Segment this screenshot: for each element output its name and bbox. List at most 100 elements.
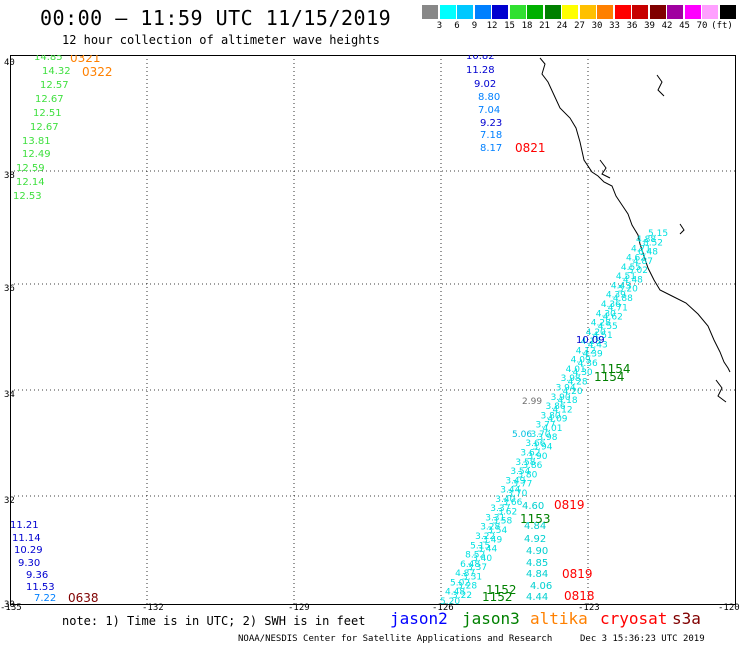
wave-height-label: 8.17 xyxy=(480,143,502,154)
wave-height-label: 9.36 xyxy=(26,570,48,581)
wave-height-label: 8.52 xyxy=(643,238,663,248)
legend-swatch xyxy=(422,5,438,19)
wave-height-label: 3.94 xyxy=(556,384,576,394)
wave-height-label: 3.70 xyxy=(530,430,550,440)
satellite-label-s3a: s3a xyxy=(672,609,701,628)
credit-line: NOAA/NESDIS Center for Satellite Applica… xyxy=(238,634,553,644)
wave-height-label: 3.44 xyxy=(477,545,497,555)
wave-height-label: 4.28 xyxy=(568,378,588,388)
wave-height-label: 4.36 xyxy=(601,300,621,310)
wave-height-label: 4.06 xyxy=(530,581,552,592)
legend-swatch xyxy=(457,5,473,19)
wave-height-label: 3.22 xyxy=(452,591,472,601)
wave-height-label: 3.49 xyxy=(505,476,525,486)
lon-tick-label: -132 xyxy=(142,603,164,613)
lat-tick-label: 34 xyxy=(4,390,15,400)
wave-height-label: 5.02 xyxy=(628,266,648,276)
wave-height-label: 3.86 xyxy=(522,461,542,471)
lon-tick-label: -135 xyxy=(0,603,22,613)
legend-swatch xyxy=(439,5,456,19)
wave-height-label: 4.09 xyxy=(571,356,591,366)
wave-height-label: 3.77 xyxy=(512,480,532,490)
wave-height-label: 4.48 xyxy=(623,275,643,285)
legend-swatch xyxy=(509,5,526,19)
altimeter-map: 14.85 14.32 12.57 12.67 12.51 12.67 13.81 12.49… xyxy=(10,55,736,605)
wave-height-label: 4.84 xyxy=(524,521,546,532)
wave-height-label: 3.58 xyxy=(515,458,535,468)
wave-height-label: 3.90 xyxy=(551,393,571,403)
satellite-label-altika: altika xyxy=(530,609,588,628)
wave-height-label: 3.40 xyxy=(472,554,492,564)
chart-title: 00:00 – 11:59 UTC 11/15/2019 xyxy=(40,6,392,30)
wave-height-label: 3.31 xyxy=(485,513,505,523)
wave-height-label: 4.55 xyxy=(621,263,641,273)
legend-tick-label: 24 xyxy=(556,21,568,31)
wave-height-label: 3.54 xyxy=(487,526,507,536)
wave-height-label: 3.62 xyxy=(520,448,540,458)
wave-height-label: 3.90 xyxy=(527,452,547,462)
wave-height-label: 7.22 xyxy=(34,593,56,604)
wave-height-label: 5.20 xyxy=(618,285,638,295)
wave-height-label: 9.30 xyxy=(18,558,40,569)
legend-tick-label: 27 xyxy=(574,21,585,31)
legend-swatch xyxy=(579,5,596,19)
satellite-label-cryosat: cryosat xyxy=(600,609,668,628)
wave-height-label: 13.81 xyxy=(22,136,51,147)
wave-height-label: 3.58 xyxy=(492,517,512,527)
bay-outline xyxy=(599,159,611,179)
wave-height-label: 5.06 xyxy=(512,430,532,440)
pass-time-label: 0819 xyxy=(554,498,585,512)
wave-height-label: 4.88 xyxy=(613,294,633,304)
legend-swatch xyxy=(614,5,631,19)
pass-time-label: 0818 xyxy=(564,589,595,603)
wave-height-label: 12.59 xyxy=(16,163,45,174)
legend-tick-label: 21 xyxy=(539,21,550,31)
map-frame xyxy=(10,55,736,605)
wave-height-label: 3.70 xyxy=(507,489,527,499)
wave-height-label: 2.99 xyxy=(522,397,542,407)
wave-height-label: 12.57 xyxy=(40,80,69,91)
wave-height-label: 10.09 xyxy=(576,335,605,346)
legend-swatch xyxy=(649,5,666,19)
legend-tick-label: 45 xyxy=(679,21,690,31)
wave-height-label: 4.01 xyxy=(566,365,586,375)
wave-height-label: 3.66 xyxy=(502,498,522,508)
wave-height-label: 3.80 xyxy=(541,411,561,421)
wave-height-label: 3.31 xyxy=(462,572,482,582)
legend-tick-label: 9 xyxy=(471,21,478,31)
wave-height-label: 3.66 xyxy=(525,439,545,449)
wave-height-label: 4.85 xyxy=(526,558,548,569)
satellite-label-jason2: jason2 xyxy=(390,609,448,628)
wave-height-label: 9.23 xyxy=(480,118,502,129)
wave-height-label: 12.51 xyxy=(33,108,62,119)
satellite-label-jason3: jason3 xyxy=(462,609,520,628)
wave-height-label: 14.32 xyxy=(42,66,71,77)
legend-swatch xyxy=(719,5,736,19)
wave-height-label: 10.29 xyxy=(14,545,43,556)
lon-tick-label: -120 xyxy=(718,603,740,613)
wave-height-label: 3.37 xyxy=(490,504,510,514)
wave-height-label: 12.53 xyxy=(13,191,42,202)
wave-height-label: 12.67 xyxy=(35,94,64,105)
wave-height-label: 5.15 xyxy=(648,229,668,239)
wave-height-label: 4.55 xyxy=(598,322,618,332)
lon-tick-label: -126 xyxy=(432,603,454,613)
wave-height-label: 3.94 xyxy=(532,442,552,452)
wave-height-label: 3.86 xyxy=(546,402,566,412)
legend-swatch xyxy=(702,5,718,19)
wave-height-label: 4.43 xyxy=(588,340,608,350)
wave-height-label: 8.52 xyxy=(465,551,485,561)
legend-tick-label: 12 xyxy=(486,21,498,31)
legend-swatch xyxy=(597,5,613,19)
pass-time-label: 1153 xyxy=(520,512,551,526)
wave-height-label: 5.20 xyxy=(440,597,460,605)
wave-height-label: 3.62 xyxy=(497,507,517,517)
legend-swatch xyxy=(684,5,701,19)
wave-height-label: 4.20 xyxy=(563,387,583,397)
wave-height-label: 8.80 xyxy=(478,92,500,103)
wave-height-label: 4.87 xyxy=(455,569,475,579)
lon-tick-label: -123 xyxy=(578,603,600,613)
coastline xyxy=(539,57,731,373)
chart-subtitle: 12 hour collection of altimeter wave hei… xyxy=(62,33,380,47)
wave-height-label: 6.48 xyxy=(638,248,658,258)
